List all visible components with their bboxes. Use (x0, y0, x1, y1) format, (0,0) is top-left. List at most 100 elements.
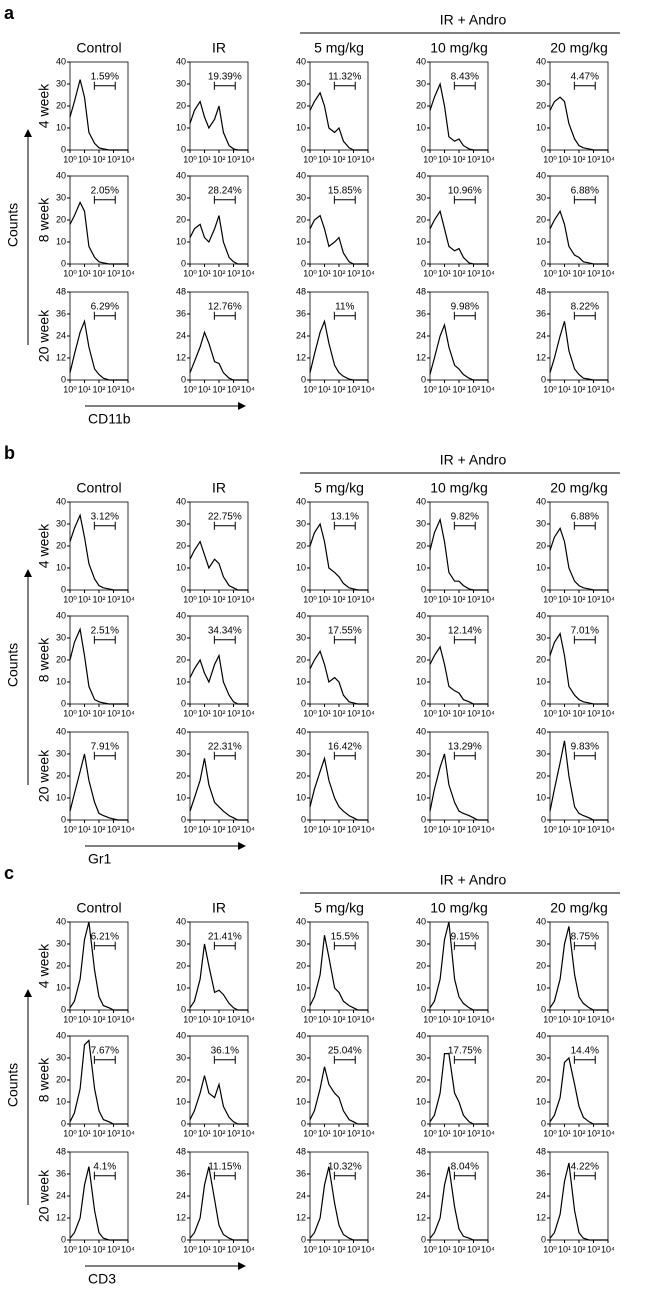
y-tick-label: 40 (416, 1030, 426, 1040)
x-tick-label: 10⁴ (241, 384, 255, 394)
x-tick-label: 10¹ (198, 824, 211, 834)
y-tick-label: 10 (56, 982, 66, 992)
y-tick-label: 30 (56, 518, 66, 528)
y-tick-label: 20 (416, 960, 426, 970)
x-tick-label: 10² (92, 1128, 105, 1138)
histogram-curve (189, 540, 248, 591)
y-tick-label: 0 (61, 144, 66, 154)
gate-percent: 13.29% (448, 741, 482, 752)
y-tick-label: 0 (61, 1004, 66, 1014)
row-label: 4 week (36, 943, 52, 988)
gate-percent: 4.22% (571, 1161, 599, 1172)
x-tick-label: 10¹ (558, 1128, 571, 1138)
y-tick-label: 36 (176, 1168, 186, 1178)
y-tick-label: 30 (416, 518, 426, 528)
y-tick-label: 40 (536, 1030, 546, 1040)
x-tick-label: 10⁰ (303, 384, 317, 394)
gate (213, 311, 236, 320)
y-tick-label: 40 (296, 496, 306, 506)
gate-percent: 2.51% (91, 625, 119, 636)
histogram-curve (189, 653, 248, 705)
y-tick-label: 20 (176, 100, 186, 110)
x-tick-label: 10⁴ (241, 1244, 255, 1254)
x-axis-label: CD3 (88, 1271, 116, 1287)
y-tick-label: 0 (301, 1004, 306, 1014)
y-tick-label: 20 (296, 214, 306, 224)
histogram-curve (189, 215, 248, 265)
x-tick-label: 10⁰ (63, 708, 77, 718)
histogram: 0 12 24 36 48 10⁰ 10¹ 10² 10³ 10⁴ 4.1% (56, 1146, 135, 1254)
y-tick-label: 36 (296, 308, 306, 318)
x-tick-label: 10² (452, 384, 465, 394)
y-axis-label: Counts (5, 1063, 21, 1107)
gate (573, 195, 596, 204)
x-tick-label: 10¹ (318, 594, 331, 604)
gate (333, 81, 356, 90)
column-label: 10 mg/kg (430, 480, 488, 496)
x-tick-label: 10¹ (198, 1128, 211, 1138)
y-tick-label: 0 (61, 698, 66, 708)
gate (333, 1055, 356, 1064)
x-tick-label: 10² (572, 708, 585, 718)
y-tick-label: 30 (416, 938, 426, 948)
histogram-curve (309, 649, 368, 705)
x-tick-label: 10³ (107, 824, 120, 834)
x-tick-label: 10¹ (318, 708, 331, 718)
y-tick-label: 10 (176, 562, 186, 572)
x-tick-label: 10⁰ (303, 1128, 317, 1138)
x-tick-label: 10⁰ (543, 1128, 557, 1138)
y-tick-label: 12 (176, 352, 186, 362)
x-tick-label: 10³ (347, 268, 360, 278)
panel-label: c (4, 863, 14, 883)
y-tick-label: 0 (301, 584, 306, 594)
y-tick-label: 40 (416, 726, 426, 736)
x-tick-label: 10³ (347, 1244, 360, 1254)
x-tick-label: 10⁰ (183, 1014, 197, 1024)
x-tick-label: 10² (332, 1128, 345, 1138)
x-tick-label: 10¹ (438, 384, 451, 394)
y-tick-label: 10 (536, 562, 546, 572)
x-tick-label: 10² (92, 268, 105, 278)
y-tick-label: 40 (296, 916, 306, 926)
x-tick-label: 10⁰ (63, 384, 77, 394)
histogram-curve (189, 100, 248, 151)
x-tick-label: 10¹ (558, 594, 571, 604)
x-tick-label: 10⁰ (303, 594, 317, 604)
histogram: 0 10 20 30 40 10⁰ 10¹ 10² 10³ 10⁴ 7.01% (536, 610, 615, 718)
histogram-curve (69, 1166, 128, 1241)
x-tick-label: 10⁴ (481, 708, 495, 718)
x-tick-label: 10³ (347, 1014, 360, 1024)
x-tick-label: 10² (212, 824, 225, 834)
x-tick-label: 10³ (107, 594, 120, 604)
x-tick-label: 10⁰ (303, 708, 317, 718)
x-tick-label: 10¹ (198, 268, 211, 278)
y-tick-label: 30 (536, 938, 546, 948)
x-axis-label: CD11b (88, 411, 131, 427)
histogram: 0 10 20 30 40 10⁰ 10¹ 10² 10³ 10⁴ 9.83% (536, 726, 615, 834)
x-tick-label: 10³ (107, 384, 120, 394)
x-tick-label: 10³ (467, 708, 480, 718)
x-tick-label: 10¹ (78, 824, 91, 834)
x-tick-label: 10⁰ (423, 1014, 437, 1024)
x-tick-label: 10² (572, 268, 585, 278)
y-tick-label: 0 (301, 1234, 306, 1244)
gate (573, 635, 596, 644)
column-label: 5 mg/kg (314, 480, 364, 496)
x-tick-label: 10³ (107, 1128, 120, 1138)
x-tick-label: 10² (572, 824, 585, 834)
histogram-curve (189, 943, 248, 1011)
histogram-curve (69, 319, 128, 381)
histogram-curve (309, 1166, 368, 1241)
y-tick-label: 36 (416, 1168, 426, 1178)
x-tick-label: 10² (212, 1014, 225, 1024)
x-tick-label: 10² (212, 1244, 225, 1254)
gate-percent: 16.42% (328, 741, 362, 752)
histogram-curve (189, 1166, 248, 1241)
y-tick-label: 0 (181, 584, 186, 594)
gate (453, 311, 476, 320)
histogram-curve (69, 627, 128, 705)
x-tick-label: 10⁴ (241, 824, 255, 834)
y-tick-label: 40 (176, 170, 186, 180)
x-tick-label: 10⁰ (63, 268, 77, 278)
y-tick-label: 24 (56, 1190, 66, 1200)
